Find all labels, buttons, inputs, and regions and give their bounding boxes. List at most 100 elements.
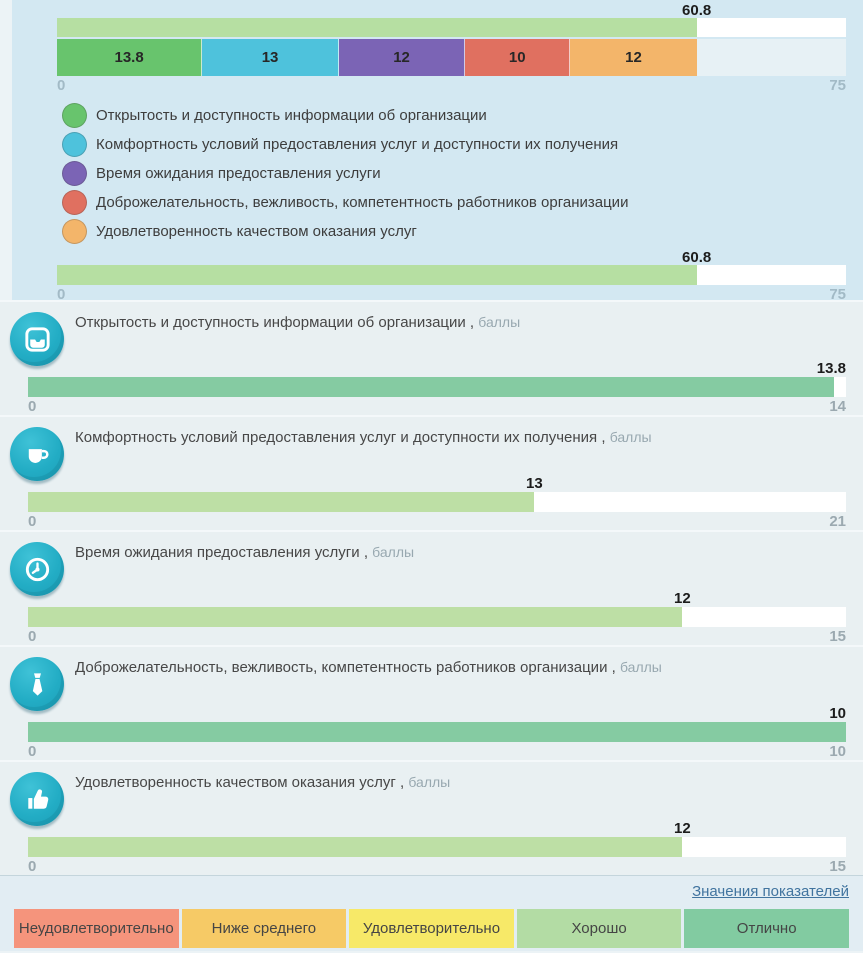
indicator-unit-label: баллы — [372, 544, 415, 560]
indicator-title-separator: , — [395, 774, 409, 791]
indicator-unit-label: баллы — [609, 429, 652, 445]
indicator-title-separator: , — [465, 314, 479, 331]
indicator-axis: 0 21 — [28, 512, 846, 532]
axis-max-label: 14 — [829, 398, 846, 415]
legend-label: Удовлетворенность качеством оказания усл… — [96, 223, 417, 240]
rating-band: Удовлетворительно — [349, 909, 514, 948]
overall-score-bar-top: 60.8 — [57, 2, 846, 37]
indicator-title-text: Время ожидания предоставления услуги — [75, 544, 360, 561]
axis-min-label: 0 — [28, 398, 37, 415]
indicator-title: Доброжелательность, вежливость, компетен… — [75, 659, 846, 705]
indicator-title-separator: , — [597, 429, 610, 446]
legend-item: Время ожидания предоставления услуги — [62, 159, 846, 188]
legend-color-dot — [62, 132, 87, 157]
indicator-fill — [28, 837, 683, 857]
legend-color-dot — [62, 161, 87, 186]
legend-label: Время ожидания предоставления услуги — [96, 165, 381, 182]
indicator-unit-label: баллы — [478, 314, 521, 330]
indicator-values-link[interactable]: Значения показателей — [692, 883, 849, 900]
indicator-list: Открытость и доступность информации об о… — [0, 300, 863, 875]
indicator-section: Комфортность условий предоставления услу… — [0, 415, 863, 530]
indicator-track — [28, 722, 846, 742]
indicator-fill — [28, 377, 835, 397]
rating-band: Ниже среднего — [181, 909, 347, 948]
axis-max-label: 75 — [829, 286, 846, 303]
legend-color-dot — [62, 190, 87, 215]
overall-score-value: 60.8 — [682, 2, 712, 19]
indicator-axis: 0 15 — [28, 627, 846, 647]
indicator-title-text: Комфортность условий предоставления услу… — [75, 429, 598, 446]
axis-max-label: 15 — [829, 628, 846, 645]
indicator-value: 12 — [674, 820, 691, 837]
overall-score-fill — [57, 265, 697, 285]
criteria-stacked-bar: 13.8 13 12 10 12 — [57, 39, 846, 76]
legend-item: Доброжелательность, вежливость, компетен… — [62, 188, 846, 217]
axis-min-label: 0 — [28, 513, 37, 530]
overall-score-value: 60.8 — [682, 249, 712, 266]
legend-item: Открытость и доступность информации об о… — [62, 101, 846, 130]
indicator-fill — [28, 607, 683, 627]
legend-label: Комфортность условий предоставления услу… — [96, 136, 619, 153]
indicator-track — [28, 492, 846, 512]
indicator-unit-label: баллы — [619, 659, 662, 675]
axis-min-label: 0 — [28, 628, 37, 645]
indicator-title-text: Доброжелательность, вежливость, компетен… — [75, 659, 608, 676]
axis-min-label: 0 — [28, 743, 37, 760]
cup-icon — [10, 427, 64, 481]
indicator-title-separator: , — [607, 659, 620, 676]
criteria-legend: Открытость и доступность информации об о… — [57, 101, 846, 246]
indicator-section: Открытость и доступность информации об о… — [0, 300, 863, 415]
indicator-section: Доброжелательность, вежливость, компетен… — [0, 645, 863, 760]
axis-max-label: 15 — [829, 858, 846, 875]
indicator-title-text: Открытость и доступность информации об о… — [75, 314, 466, 331]
indicator-track — [28, 377, 846, 397]
summary-axis: 0 75 — [57, 76, 846, 96]
legend-label: Открытость и доступность информации об о… — [96, 107, 487, 124]
footer: Значения показателей Неудовлетворительно… — [0, 875, 863, 951]
overall-score-track — [57, 265, 846, 285]
axis-min-label: 0 — [28, 858, 37, 875]
indicator-value: 12 — [674, 590, 691, 607]
overall-score-fill — [57, 18, 697, 37]
clock-icon — [10, 542, 64, 596]
indicator-title: Открытость и доступность информации об о… — [75, 314, 846, 360]
stacked-segment: 10 — [465, 39, 571, 76]
indicator-track — [28, 837, 846, 857]
legend-item: Комфортность условий предоставления услу… — [62, 130, 846, 159]
indicator-value: 13 — [526, 475, 543, 492]
rating-band: Хорошо — [516, 909, 682, 948]
rating-band: Отлично — [684, 909, 849, 948]
stacked-segment: 13 — [202, 39, 339, 76]
inbox-icon — [10, 312, 64, 366]
indicator-value: 13.8 — [816, 360, 846, 377]
indicator-axis: 0 15 — [28, 857, 846, 877]
thumbs-up-icon — [10, 772, 64, 826]
indicator-title: Удовлетворенность качеством оказания усл… — [75, 774, 846, 820]
indicator-fill — [28, 722, 846, 742]
indicator-title: Время ожидания предоставления услуги , б… — [75, 544, 846, 590]
overall-score-bar-repeat: 60.8 — [57, 249, 846, 285]
indicator-section: Удовлетворенность качеством оказания усл… — [0, 760, 863, 875]
axis-max-label: 21 — [829, 513, 846, 530]
indicator-section: Время ожидания предоставления услуги , б… — [0, 530, 863, 645]
indicator-track — [28, 607, 846, 627]
axis-max-label: 75 — [829, 77, 846, 94]
tie-icon — [10, 657, 64, 711]
indicator-unit-label: баллы — [408, 774, 451, 790]
legend-item: Удовлетворенность качеством оказания усл… — [62, 217, 846, 246]
indicator-value: 10 — [829, 705, 846, 722]
axis-min-label: 0 — [57, 286, 66, 303]
indicator-axis: 0 14 — [28, 397, 846, 417]
rating-scale: Неудовлетворительно Ниже среднего Удовлетв… — [14, 909, 849, 948]
indicator-title-separator: , — [359, 544, 373, 561]
axis-max-label: 10 — [829, 743, 846, 760]
indicator-axis: 0 10 — [28, 742, 846, 762]
indicator-fill — [28, 492, 535, 512]
axis-min-label: 0 — [57, 77, 66, 94]
link-row: Значения показателей — [14, 881, 849, 905]
indicator-title: Комфортность условий предоставления услу… — [75, 429, 846, 475]
stacked-segment: 13.8 — [57, 39, 203, 76]
legend-label: Доброжелательность, вежливость, компетен… — [96, 194, 629, 211]
indicator-title-text: Удовлетворенность качеством оказания усл… — [75, 774, 396, 791]
